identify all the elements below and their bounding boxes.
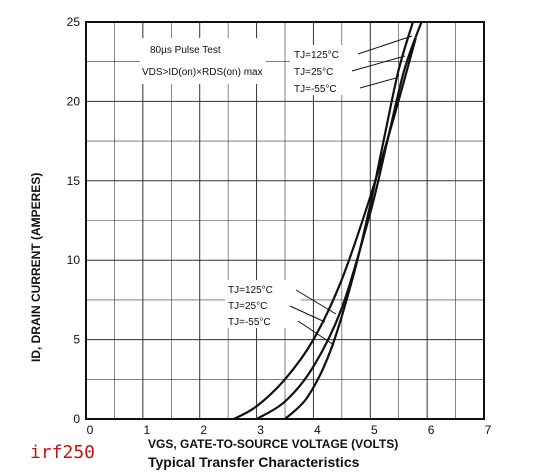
x-tick-label: 7 bbox=[485, 423, 492, 437]
x-tick-label: 3 bbox=[257, 423, 264, 437]
series-curves bbox=[233, 21, 423, 420]
lower-legend: TJ=125°C TJ=25°C TJ=-55°C bbox=[225, 280, 337, 346]
x-tick-label: 0 bbox=[87, 423, 94, 437]
series-line-125c bbox=[233, 37, 417, 420]
lower-leader-minus55c bbox=[297, 320, 335, 346]
x-tick-label: 5 bbox=[371, 423, 378, 437]
y-tick-label: 5 bbox=[73, 333, 80, 347]
lower-legend-25c: TJ=25°C bbox=[228, 301, 267, 312]
x-tick-label: 6 bbox=[428, 423, 435, 437]
lower-leader-25c bbox=[289, 305, 326, 323]
upper-legend-25c: TJ=25°C bbox=[294, 67, 333, 78]
upper-leader-minus55c bbox=[359, 77, 397, 89]
pulse-test-note-box: 80µs Pulse Test VDS>ID(on)×RDS(on) max bbox=[140, 38, 266, 84]
y-tick-label: 0 bbox=[73, 412, 80, 426]
upper-legend-125c: TJ=125°C bbox=[294, 50, 339, 61]
y-tick-label: 20 bbox=[67, 94, 81, 108]
upper-leader-25c bbox=[351, 55, 406, 72]
y-tick-label: 15 bbox=[67, 174, 81, 188]
y-tick-label: 25 bbox=[67, 15, 81, 29]
x-axis-title: VGS, GATE-TO-SOURCE VOLTAGE (VOLTS) bbox=[148, 437, 398, 451]
upper-legend: TJ=125°C TJ=25°C TJ=-55°C bbox=[290, 35, 413, 95]
x-tick-label: 2 bbox=[200, 423, 207, 437]
lower-legend-125c: TJ=125°C bbox=[228, 285, 273, 296]
lower-leader-125c bbox=[295, 289, 337, 315]
x-tick-label: 4 bbox=[314, 423, 321, 437]
part-number-label: irf250 bbox=[30, 442, 95, 463]
chart-title: Typical Transfer Characteristics bbox=[148, 454, 360, 470]
series-line-minus55c bbox=[284, 21, 414, 420]
tick-labels: 0 1 2 3 4 5 6 7 0 5 10 15 20 25 bbox=[67, 15, 492, 437]
lower-legend-minus55c: TJ=-55°C bbox=[228, 317, 271, 328]
upper-legend-minus55c: TJ=-55°C bbox=[294, 84, 337, 95]
vds-condition-note: VDS>ID(on)×RDS(on) max bbox=[142, 67, 263, 78]
x-tick-label: 1 bbox=[144, 423, 151, 437]
pulse-test-note: 80µs Pulse Test bbox=[150, 45, 221, 56]
y-axis-title: ID, DRAIN CURRENT (AMPERES) bbox=[29, 173, 43, 362]
upper-leader-125c bbox=[357, 35, 413, 55]
y-tick-label: 10 bbox=[67, 253, 81, 267]
